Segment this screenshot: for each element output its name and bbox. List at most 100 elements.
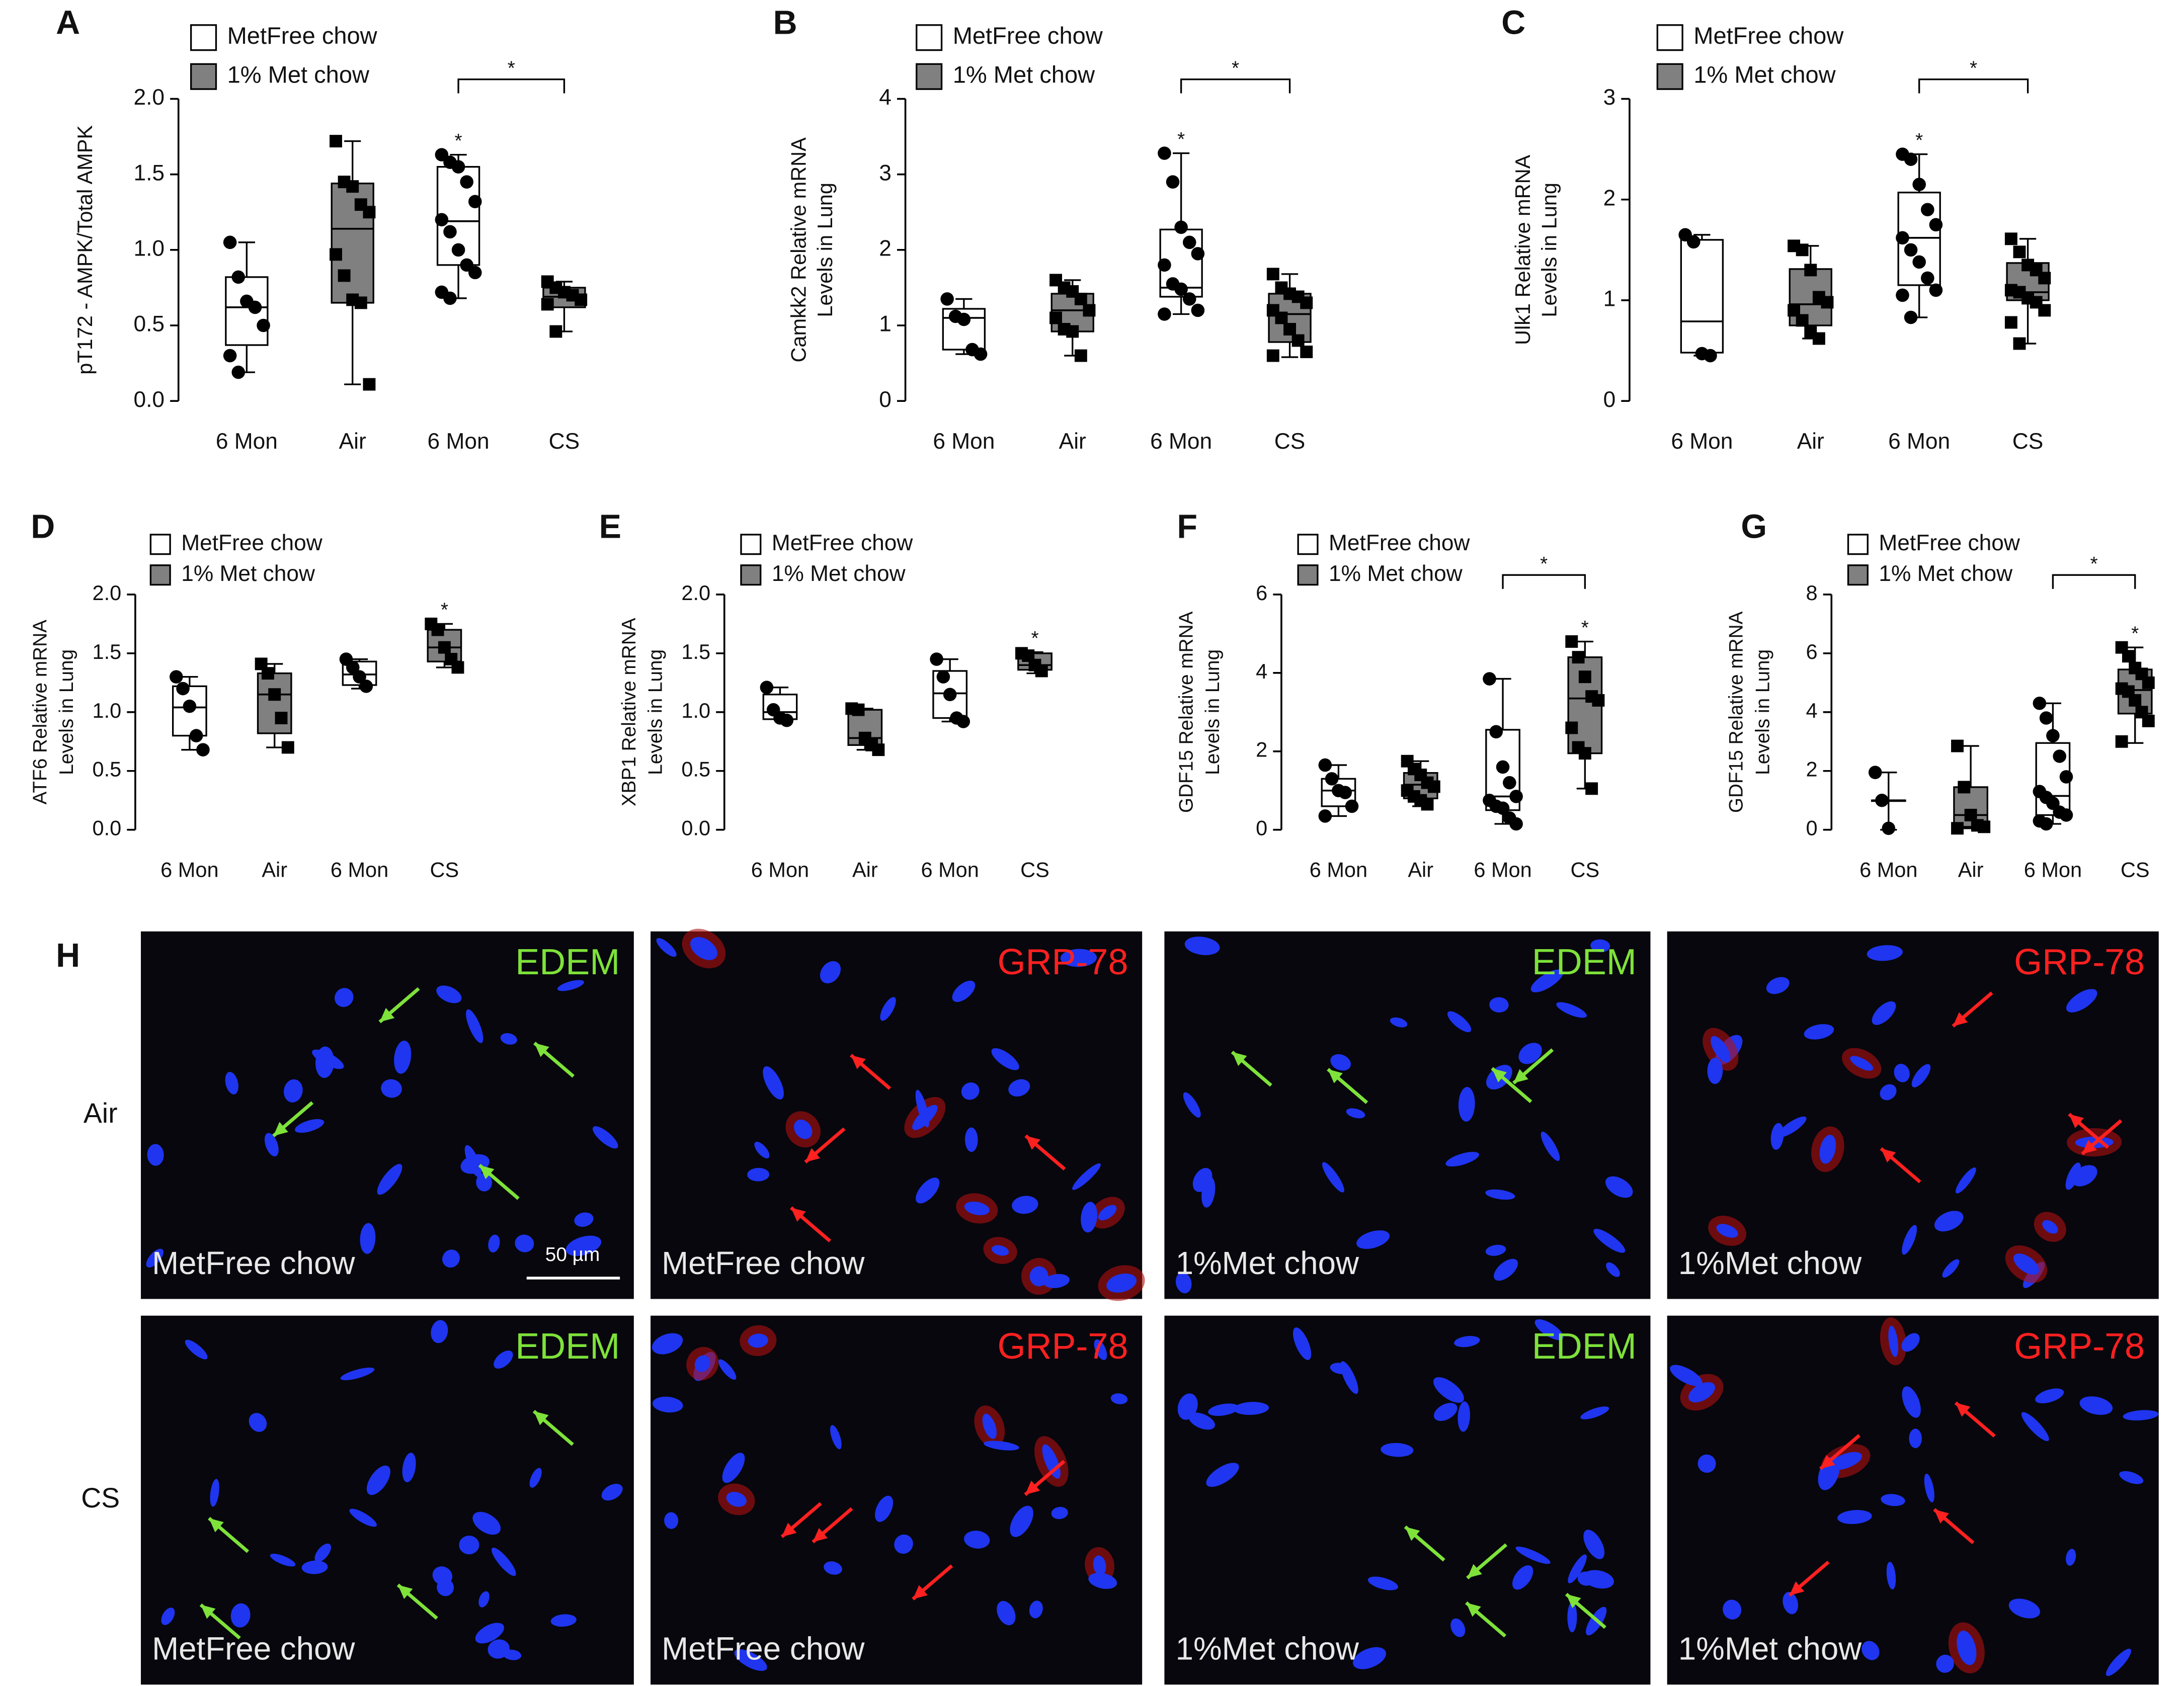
- y-tick-label: 4: [879, 85, 892, 110]
- data-point: [2059, 770, 2073, 784]
- nucleus: [1072, 1163, 1101, 1190]
- y-axis-label: XBP1 Relative mRNA: [618, 618, 640, 806]
- data-point: [2115, 735, 2128, 748]
- nucleus: [1445, 1152, 1479, 1167]
- nucleus: [295, 1119, 325, 1133]
- nucleus: [442, 1249, 460, 1268]
- data-point: [1904, 310, 1918, 324]
- y-tick-label: 1.5: [133, 160, 165, 185]
- nucleus: [1098, 1205, 1117, 1221]
- nucleus: [1110, 1393, 1128, 1404]
- stain-label: GRP-78: [2014, 1326, 2145, 1367]
- data-point: [468, 266, 482, 280]
- significance-bracket: [2052, 574, 2136, 589]
- data-point: [257, 318, 270, 332]
- nucleus: [494, 1351, 513, 1369]
- stain-label: GRP-78: [2014, 942, 2145, 982]
- data-point: [431, 623, 444, 636]
- data-point: [2053, 749, 2066, 763]
- arrow-head: [1881, 1148, 1896, 1163]
- data-point: [1266, 268, 1279, 281]
- nucleus: [1723, 1599, 1742, 1620]
- y-tick-label: 4: [1806, 699, 1818, 722]
- nucleus: [915, 1089, 929, 1128]
- nucleus: [1330, 1054, 1351, 1071]
- nucleus: [964, 1127, 978, 1152]
- significance-label: *: [1177, 129, 1185, 150]
- x-tick-label: 6 Mon: [1671, 429, 1733, 454]
- nucleus: [2066, 989, 2097, 1013]
- data-point: [1083, 304, 1096, 317]
- y-tick-label: 0: [1806, 816, 1818, 840]
- data-point: [1338, 786, 1352, 799]
- data-point: [1796, 314, 1809, 327]
- arrow-head: [2069, 1114, 2084, 1128]
- nucleus: [500, 1033, 517, 1045]
- nucleus: [335, 988, 354, 1007]
- y-axis-label: Levels in Lung: [56, 649, 77, 775]
- nucleus: [1206, 1463, 1239, 1487]
- significance-label: *: [441, 600, 448, 621]
- nucleus: [1494, 1258, 1518, 1281]
- data-point: [957, 312, 971, 326]
- legend-label: MetFree chow: [1879, 531, 2020, 555]
- data-point: [2039, 817, 2053, 831]
- x-tick-label: CS: [2121, 858, 2150, 882]
- data-point: [2013, 337, 2026, 350]
- data-point: [2059, 808, 2073, 822]
- nucleus: [1783, 1591, 1799, 1615]
- nucleus: [249, 1413, 267, 1432]
- arrow-head: [273, 1122, 288, 1136]
- legend-swatch: [149, 534, 171, 555]
- data-point: [956, 715, 970, 728]
- y-tick-label: 6: [1806, 640, 1818, 663]
- x-tick-label: 6 Mon: [331, 858, 388, 882]
- legend-label: MetFree chow: [772, 531, 913, 555]
- y-tick-label: 2: [1806, 757, 1818, 781]
- nucleus: [1458, 1401, 1470, 1432]
- data-point: [2038, 304, 2051, 317]
- nucleus: [264, 1133, 279, 1157]
- x-tick-label: Air: [262, 858, 287, 882]
- nucleus: [1010, 1505, 1033, 1537]
- nucleus: [475, 1623, 504, 1644]
- stain-label: EDEM: [515, 1326, 620, 1367]
- nucleus: [1390, 1017, 1408, 1028]
- nucleus: [2119, 1471, 2144, 1484]
- nucleus: [1605, 1176, 1633, 1198]
- nucleus: [982, 1413, 997, 1439]
- y-axis-label: GDF15 Relative mRNA: [1175, 611, 1197, 813]
- nucleus: [1233, 1402, 1269, 1415]
- arrow-head: [1405, 1527, 1420, 1541]
- x-tick-label: 6 Mon: [751, 858, 809, 882]
- data-point: [852, 703, 865, 716]
- micrograph: EDEM 1%Met chow: [1164, 1315, 1651, 1685]
- nucleus: [1888, 1325, 1898, 1357]
- legend-swatch: [190, 24, 217, 51]
- significance-label: *: [2131, 623, 2139, 644]
- stain-label: EDEM: [1532, 942, 1637, 982]
- legend-label: MetFree chow: [1693, 22, 1844, 49]
- nucleus: [1485, 1244, 1506, 1256]
- nucleus: [1957, 1630, 1977, 1665]
- data-point: [1509, 790, 1523, 803]
- significance-bracket: [1180, 78, 1291, 94]
- nucleus: [574, 1212, 594, 1227]
- legend-label: MetFree chow: [227, 22, 378, 49]
- data-point: [1904, 243, 1918, 257]
- nucleus: [1043, 1274, 1070, 1288]
- data-point: [930, 652, 943, 666]
- y-axis-label: Levels in Lung: [1752, 649, 1773, 775]
- nucleus: [1902, 1225, 1917, 1255]
- legend-swatch: [1297, 564, 1319, 586]
- nucleus: [652, 1333, 683, 1355]
- nucleus: [1541, 1131, 1560, 1161]
- data-point: [1049, 311, 1062, 324]
- data-point: [1158, 258, 1171, 272]
- nucleus: [734, 1649, 767, 1671]
- nucleus: [916, 1177, 940, 1204]
- x-tick-label: CS: [1274, 429, 1306, 454]
- nucleus: [492, 1547, 516, 1576]
- data-point: [2038, 272, 2051, 285]
